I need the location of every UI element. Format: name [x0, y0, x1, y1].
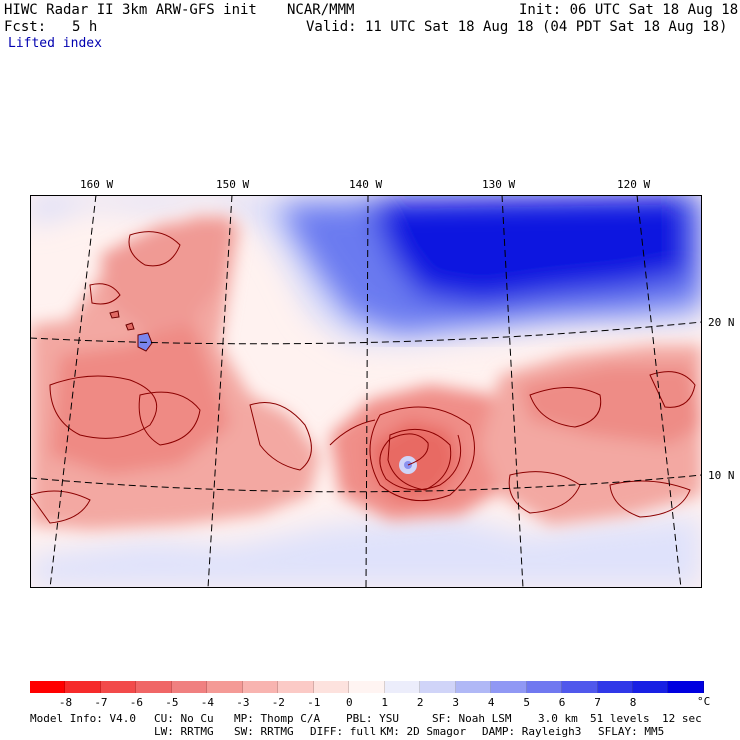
contour-southwest — [30, 490, 91, 524]
colorbar-tick-label: 4 — [487, 696, 495, 709]
colorbar-tick-label: 8 — [629, 696, 637, 709]
contour-east-2 — [649, 371, 696, 408]
contour-nw-2 — [89, 283, 121, 305]
colorbar-tick-label: 7 — [594, 696, 601, 709]
forecast-hour: 5 h — [72, 19, 98, 35]
footer-cu: CU: No Cu — [154, 712, 214, 725]
colorbar-segment — [313, 681, 350, 693]
colorbar-tick-label: 3 — [452, 696, 459, 709]
contour-nw-1 — [128, 231, 181, 267]
lon-label-150w: 150 W — [216, 178, 250, 191]
colorbar — [30, 681, 704, 693]
lat-label-20n: 20 N — [708, 316, 735, 329]
contour-east-4 — [609, 480, 691, 518]
contour-west-1 — [49, 375, 158, 439]
contour-central-1 — [249, 402, 312, 471]
lon-label-130w: 130 W — [482, 178, 516, 191]
colorbar-unit: °C — [697, 695, 711, 708]
colorbar-segment — [384, 681, 421, 693]
colorbar-tick-label: 2 — [416, 696, 424, 709]
colorbar-tick-label: -1 — [307, 696, 321, 709]
parallel-20n — [30, 321, 702, 345]
contour-west-2 — [138, 391, 201, 446]
footer-timestep: 12 sec — [662, 712, 702, 725]
colorbar-segment — [526, 681, 563, 693]
init-time: Init: 06 UTC Sat 18 Aug 18 — [519, 2, 739, 18]
contour-storm-1 — [369, 406, 475, 502]
footer-resolution: 3.0 km — [538, 712, 578, 725]
valid-time: Valid: 11 UTC Sat 18 Aug 18 (04 PDT Sat … — [306, 19, 728, 35]
colorbar-ticks: -8 -7 -6 -5 -4 -3 -2 -1 0 1 2 3 4 5 6 7 8 — [30, 696, 704, 709]
strong-positive-li-region — [370, 195, 690, 305]
footer-levels: 51 levels — [590, 712, 650, 725]
colorbar-tick-label: -8 — [58, 696, 73, 709]
contour-storm-2 — [387, 428, 452, 491]
hawaii-oahu — [109, 310, 120, 319]
lon-label-140w: 140 W — [349, 178, 383, 191]
field-name: Lifted index — [8, 36, 102, 51]
colorbar-segment — [100, 681, 137, 693]
colorbar-segment — [171, 681, 208, 693]
colorbar-tick-label: -7 — [94, 696, 108, 709]
footer-damp: DAMP: Rayleigh3 — [482, 725, 582, 738]
forecast-label: Fcst: — [4, 19, 47, 35]
footer-pbl: PBL: YSU — [346, 712, 399, 725]
footer-mp: MP: Thomp C/A — [234, 712, 321, 725]
colorbar-segment — [668, 681, 704, 693]
footer-km: KM: 2D Smagor — [380, 725, 467, 738]
colorbar-segment — [597, 681, 633, 693]
colorbar-segment — [278, 681, 314, 693]
contour-east-3 — [508, 471, 581, 514]
colorbar-tick-label: -3 — [236, 696, 250, 709]
footer-lw: LW: RRTMG — [154, 725, 214, 738]
colorbar-tick-label: -4 — [200, 696, 214, 709]
lon-label-160w: 160 W — [80, 178, 114, 191]
colorbar-segment — [207, 681, 243, 693]
lon-label-120w: 120 W — [617, 178, 651, 191]
footer-diff: DIFF: full — [310, 725, 377, 738]
contour-storm-band — [329, 419, 376, 446]
footer-model-info: Model Info: V4.0 — [30, 712, 136, 725]
colorbar-segment — [562, 681, 598, 693]
colorbar-tick-label: 0 — [345, 696, 353, 709]
contour-storm-spiral — [379, 433, 462, 491]
colorbar-tick-label: -2 — [271, 696, 285, 709]
colorbar-tick-label: 5 — [523, 696, 530, 709]
colorbar-segment — [65, 681, 101, 693]
model-title: HIWC Radar II 3km ARW-GFS init — [4, 2, 257, 18]
colorbar-segment — [632, 681, 669, 693]
colorbar-segment — [455, 681, 492, 693]
colorbar-segment — [420, 681, 456, 693]
northwest-negative-band — [100, 215, 230, 335]
organization-label: NCAR/MMM — [287, 2, 355, 18]
map-border — [30, 195, 702, 588]
footer-sw: SW: RRTMG — [234, 725, 294, 738]
colorbar-segment — [242, 681, 279, 693]
colorbar-segment — [30, 681, 66, 693]
colorbar-tick-label: 6 — [558, 696, 566, 709]
footer-sflay: SFLAY: MM5 — [598, 725, 665, 738]
parallel-10n — [30, 474, 702, 493]
lat-label-10n: 10 N — [708, 469, 735, 482]
colorbar-segment — [136, 681, 172, 693]
colorbar-segment — [349, 681, 385, 693]
contour-east-1 — [529, 387, 602, 428]
colorbar-tick-label: -6 — [129, 696, 144, 709]
colorbar-segment — [491, 681, 527, 693]
footer-sf: SF: Noah LSM — [432, 712, 512, 725]
hawaii-maui — [125, 322, 135, 331]
colorbar-tick-label: 1 — [381, 696, 389, 709]
lifted-index-map — [30, 195, 702, 588]
colorbar-tick-label: -5 — [165, 696, 179, 709]
